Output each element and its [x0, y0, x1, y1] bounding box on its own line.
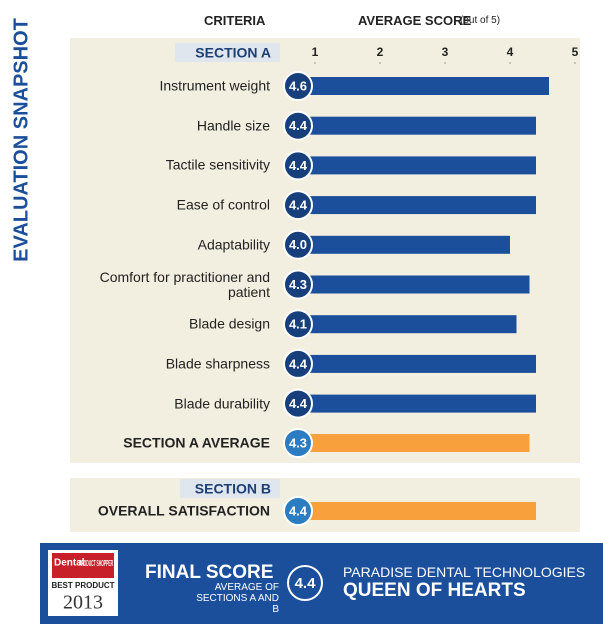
bar [290, 354, 536, 373]
score-badge [283, 388, 313, 419]
score-badge [283, 71, 313, 101]
bar [290, 77, 549, 95]
score-badge [283, 309, 313, 340]
score-badge [283, 190, 313, 221]
score-badge [283, 229, 313, 260]
bar [290, 196, 536, 215]
score-badge [283, 269, 313, 300]
bar [290, 235, 510, 254]
x-tick-label: 5 [572, 45, 579, 59]
x-tick-label: 4 [507, 45, 514, 59]
criterion-label: Blade durability [174, 395, 270, 412]
value-label: 4.4 [289, 396, 308, 411]
value-label: 4.3 [289, 277, 307, 292]
section-b-title: SECTION B [194, 480, 271, 497]
value-label: 4.4 [289, 118, 308, 133]
section-a-band [175, 43, 280, 62]
final-badge [287, 565, 323, 601]
final-score: 4.4 [295, 575, 317, 592]
criterion-label: Instrument weight [159, 77, 271, 94]
bar [290, 502, 536, 520]
bar [290, 434, 530, 452]
score-badge [283, 496, 313, 526]
side-title: EVALUATION SNAPSHOT [10, 18, 32, 262]
section-b-band [180, 479, 280, 498]
value-label: 4.6 [289, 78, 307, 93]
x-tick-label: 2 [377, 45, 384, 59]
criterion-label: Tactile sensitivity [165, 156, 270, 173]
final-note: AVERAGE OF SECTIONS A AND B [196, 582, 279, 615]
value-label: 4.3 [289, 435, 307, 450]
score-badge [283, 150, 313, 181]
score-badge [283, 348, 313, 379]
value-label: 4.4 [289, 356, 308, 371]
criterion-label: Adaptability [197, 236, 270, 253]
x-tick-label: 3 [442, 45, 449, 59]
badge-year: 2013 [63, 592, 103, 614]
criterion-label: Blade sharpness [165, 355, 270, 372]
overall-label: OVERALL SATISFACTION [97, 502, 270, 519]
score-badge [283, 110, 313, 141]
criterion-label: Ease of control [176, 196, 270, 213]
value-label: 4.4 [289, 503, 308, 518]
criterion-label: Comfort for practitioner and patient [99, 268, 270, 300]
score-header-note: (out of 5) [460, 15, 501, 26]
company: PARADISE DENTAL TECHNOLOGIES [343, 564, 586, 580]
value-label: 4.4 [289, 198, 308, 213]
badge-brand: Dental [54, 558, 85, 569]
badge-name: PRODUCT SHOPPER [79, 559, 113, 568]
value-label: 4.1 [289, 317, 307, 332]
section-a-title: SECTION A [195, 44, 271, 61]
bar [290, 315, 517, 334]
x-tick-label: 1 [312, 45, 319, 59]
bar [290, 156, 536, 175]
bar [290, 394, 536, 413]
badge-award: BEST PRODUCT [51, 581, 114, 590]
criteria-header: CRITERIA [204, 13, 266, 28]
final-title: FINAL SCORE [145, 562, 274, 583]
product: QUEEN OF HEARTS [343, 580, 526, 601]
score-badge [283, 428, 313, 458]
value-label: 4.4 [289, 158, 308, 173]
section-a-average-label: SECTION A AVERAGE [123, 434, 270, 451]
badge-red [52, 553, 114, 578]
value-label: 4.0 [289, 237, 307, 252]
criterion-label: Blade design [189, 315, 270, 332]
score-header: AVERAGE SCORE [358, 13, 472, 28]
bar [290, 275, 530, 294]
criterion-label: Handle size [196, 117, 270, 134]
bar [290, 116, 536, 135]
